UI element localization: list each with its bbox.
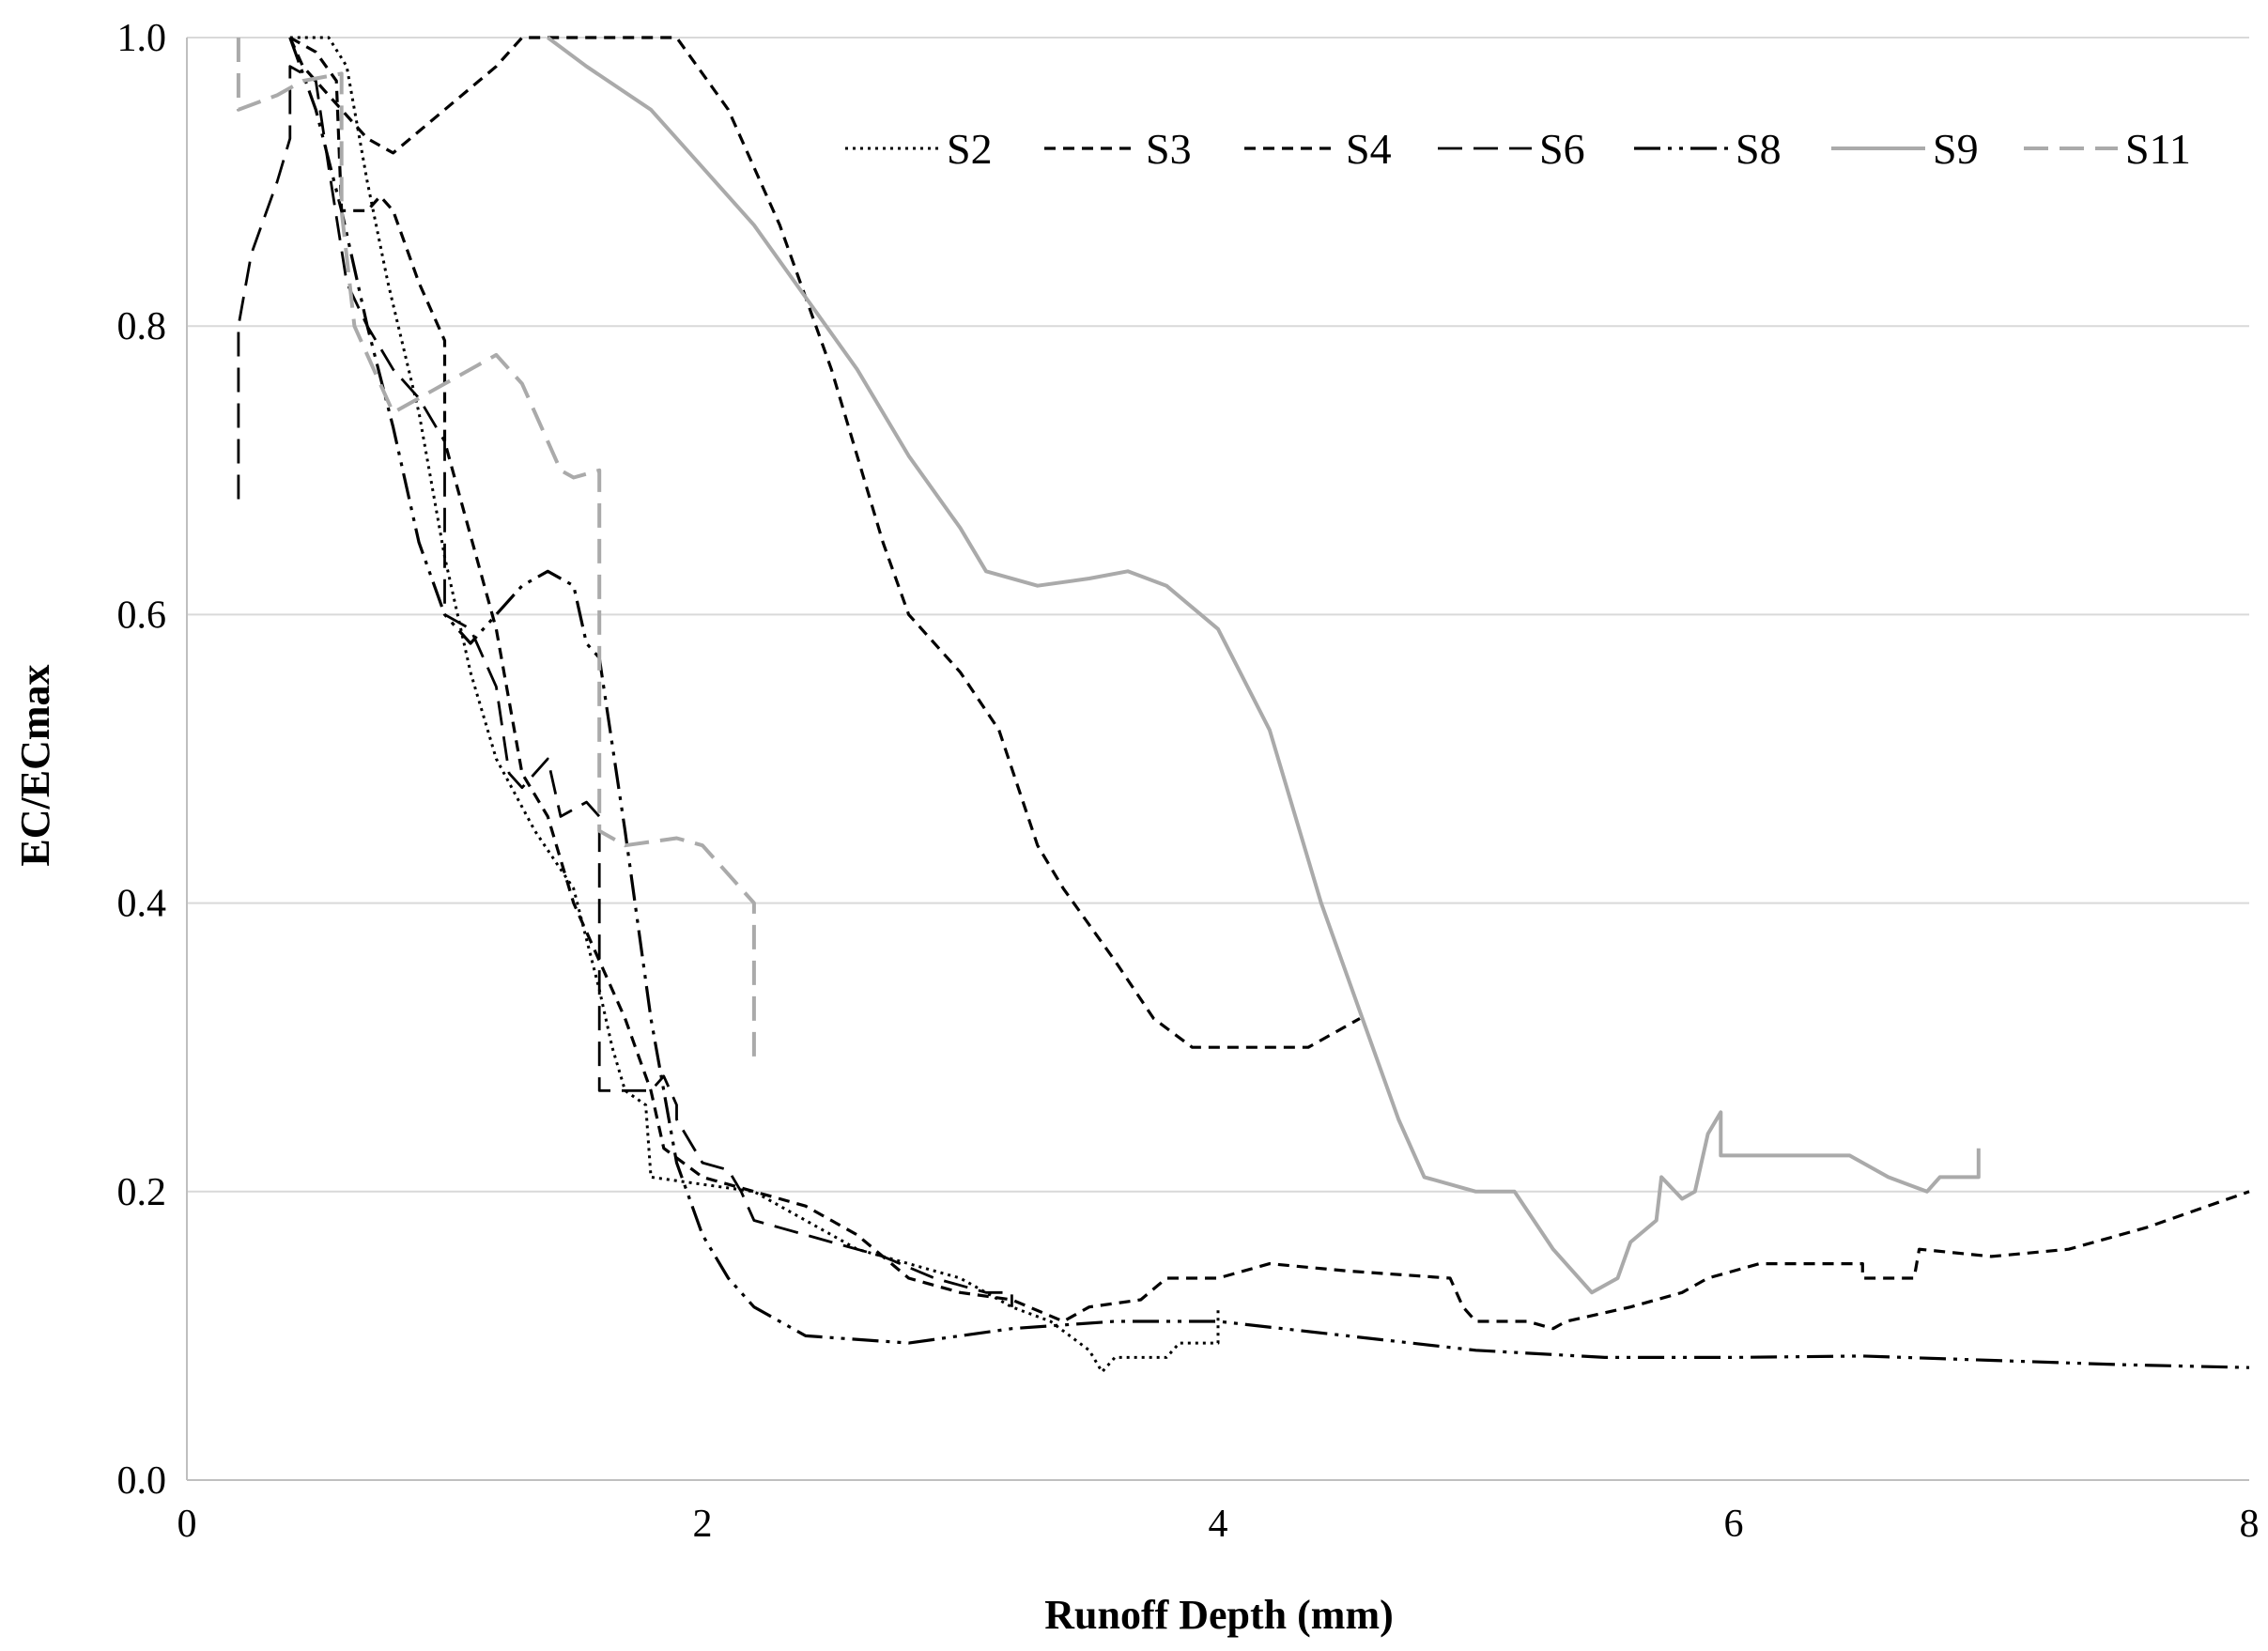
- series-line-s9: [547, 36, 1981, 1295]
- legend-label-s8: S8: [1736, 125, 1782, 173]
- x-tick-label: 6: [1724, 1503, 1744, 1546]
- y-tick-label: 0.4: [117, 883, 167, 926]
- legend-label-s9: S9: [1933, 125, 1979, 173]
- x-tick-label: 4: [1209, 1503, 1228, 1546]
- series-line-s4: [289, 36, 2250, 1331]
- y-axis-title: EC/ECmax: [12, 664, 58, 866]
- legend: S2 S3 S4 S6 S8 S9 S11: [845, 125, 2191, 173]
- legend-label-s3: S3: [1146, 125, 1192, 173]
- y-tick-label: 1.0: [117, 17, 167, 60]
- legend-label-s4: S4: [1346, 125, 1392, 173]
- series-line-s2: [289, 36, 1220, 1374]
- axes: [186, 38, 2249, 1481]
- series-lines: [236, 36, 2250, 1374]
- series-line-s11: [236, 38, 756, 1062]
- tick-labels: 0.0 0.2 0.4 0.6 0.8 1.0 0 2 4 6 8: [117, 17, 2260, 1546]
- legend-label-s2: S2: [947, 125, 993, 173]
- x-tick-label: 0: [177, 1503, 197, 1546]
- y-tick-label: 0.0: [117, 1459, 167, 1503]
- series-line-s8: [288, 37, 2250, 1369]
- series-line-s6: [237, 65, 1013, 1307]
- x-tick-label: 8: [2240, 1503, 2260, 1546]
- series-line-s3: [288, 36, 1361, 1049]
- x-axis-title: Runoff Depth (mm): [1044, 1592, 1394, 1638]
- legend-label-s11: S11: [2125, 125, 2191, 173]
- y-tick-label: 0.8: [117, 305, 167, 348]
- y-tick-label: 0.2: [117, 1171, 167, 1214]
- x-tick-label: 2: [693, 1503, 713, 1546]
- grid-lines: [187, 37, 2249, 1193]
- y-tick-label: 0.6: [117, 594, 167, 637]
- legend-label-s6: S6: [1539, 125, 1585, 173]
